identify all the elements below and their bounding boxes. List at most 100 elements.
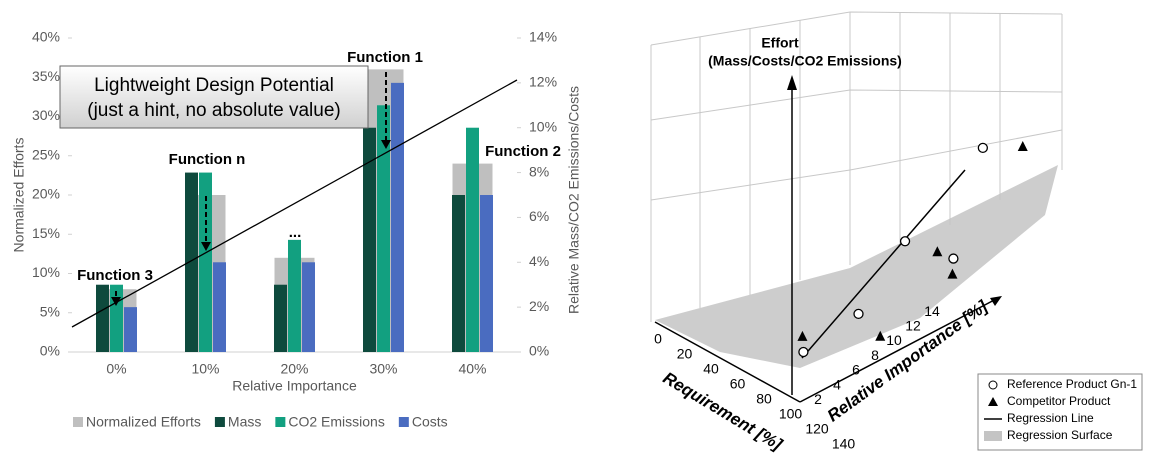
legend-label: CO2 Emissions [288,414,384,430]
y2-tick-label: 6% [529,208,549,224]
legend-swatch [398,417,409,427]
right-title: Effort [761,35,799,51]
point [798,346,809,358]
y-tick-label: 35% [32,68,60,84]
trend-line [71,79,518,328]
legend-marker [984,431,1002,441]
legend-marker [988,397,998,406]
y-tick-label: 4 [833,376,841,392]
annotation-box [59,65,369,129]
importance-axis [799,296,1001,403]
bar [185,172,198,352]
legend-marker [988,380,998,390]
bar [110,284,123,352]
y-tick-label: 14 [924,303,940,319]
point [948,253,959,264]
legend-swatch [275,417,286,427]
arrow-head [787,75,797,90]
legend-label: Costs [412,414,448,430]
legend-label: Normalized Efforts [86,414,201,430]
bar [363,127,376,352]
point [1017,141,1028,152]
point [977,142,988,154]
annotation: Lightweight Design Potential [94,75,334,96]
point [875,330,886,341]
annotation: (just a hint, no absolute value) [87,100,341,121]
annotation: ... [289,224,302,241]
legend-label: Regression Surface [1007,428,1113,442]
arrow-head [990,296,1002,306]
x-tick-label: 0 [654,331,662,347]
legend-swatch [214,417,225,427]
y-tick-label: 2 [814,391,822,407]
y-tick-label: 8 [871,347,879,363]
point [947,268,958,279]
x-tick-label: 20% [280,361,308,377]
y2-tick-label: 4% [529,253,549,269]
y-axis-title: Normalized Efforts [11,138,27,253]
bar [199,172,212,352]
legend-swatch [73,417,83,427]
bar [452,195,465,352]
y-tick-label: 5% [40,303,60,319]
annotation: Function n [169,151,246,168]
x-tick-label: 80 [756,391,772,407]
legend-label: Reference Product Gn-1 [1007,377,1137,391]
legend-label: Regression Line [1007,411,1094,425]
regression-line [801,169,966,359]
y-tick-label: 15% [32,225,60,241]
bar [302,262,315,352]
x-tick-label: 60 [730,376,746,392]
requirement-axis [654,321,801,403]
bar [124,307,137,352]
legend-box [977,373,1143,451]
bar [288,239,301,352]
legend-label: Competitor Product [1007,394,1111,408]
right-chart: Effort (Mass/Costs/CO2 Emissions) Requir… [650,11,1143,455]
point [932,246,943,257]
arrow-head [381,140,391,149]
bar [96,284,109,352]
point [797,330,808,341]
bar [377,105,390,353]
x-tick-label: 100 [779,406,803,422]
y2-tick-label: 14% [529,29,557,45]
arrow-head [201,242,211,251]
x-axis-title: Relative Importance [232,378,357,394]
x-tick-label: 120 [805,421,829,437]
y2-axis-title: Relative Mass/CO2 Emissions/Costs [566,86,582,314]
bar [466,127,479,352]
bar [391,82,404,352]
x-tick-label: 20 [677,346,693,362]
arrow-head [111,297,121,306]
y2-tick-label: 0% [529,343,549,359]
regression-surface [655,165,1058,368]
annotation: Function 3 [77,267,153,284]
y2-tick-label: 10% [529,118,557,134]
y-tick-label: 20% [32,186,60,202]
bar [213,262,226,352]
x-tick-label: 10% [191,361,219,377]
y2-tick-label: 8% [529,163,549,179]
y2-tick-label: 2% [529,298,549,314]
y-tick-label: 12 [905,318,921,334]
y-tick-label: 30% [32,107,60,123]
y-tick-label: 10 [886,332,902,348]
bar [274,284,287,352]
point [899,236,911,247]
y-tick-label: 25% [32,146,60,162]
x-tick-label: 30% [369,361,397,377]
y2-tick-label: 12% [529,74,557,90]
bar [480,195,493,352]
y-tick-label: 40% [32,29,60,45]
y-tick-label: 6 [852,362,860,378]
point [853,308,864,320]
x-tick-label: 0% [106,361,126,377]
x-tick-label: 140 [832,436,856,452]
y-tick-label: 0% [40,343,60,359]
annotation: Function 2 [485,143,561,160]
x-tick-label: 40 [703,361,719,377]
x-tick-label: 40% [458,361,486,377]
legend-label: Mass [228,414,261,430]
